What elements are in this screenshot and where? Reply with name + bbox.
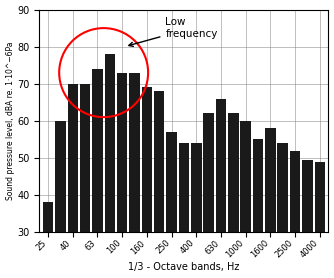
- Bar: [55, 121, 66, 278]
- Bar: [117, 73, 128, 278]
- Bar: [253, 139, 263, 278]
- Bar: [43, 202, 53, 278]
- Bar: [166, 132, 177, 278]
- Bar: [105, 54, 115, 278]
- Bar: [240, 121, 251, 278]
- Bar: [142, 88, 152, 278]
- Bar: [92, 69, 103, 278]
- Bar: [302, 160, 313, 278]
- Bar: [278, 143, 288, 278]
- Y-axis label: Sound pressure level, dBA re. 1·10^−6Pa: Sound pressure level, dBA re. 1·10^−6Pa: [6, 42, 15, 200]
- Bar: [80, 84, 91, 278]
- Bar: [228, 113, 238, 278]
- Bar: [129, 73, 140, 278]
- Bar: [191, 143, 201, 278]
- Bar: [216, 99, 226, 278]
- Bar: [315, 162, 325, 278]
- Bar: [290, 150, 300, 278]
- X-axis label: 1/3 - Octave bands, Hz: 1/3 - Octave bands, Hz: [128, 262, 239, 272]
- Bar: [179, 143, 189, 278]
- Bar: [203, 113, 214, 278]
- Bar: [67, 84, 78, 278]
- Bar: [265, 128, 276, 278]
- Text: Low
frequency: Low frequency: [129, 17, 218, 46]
- Bar: [154, 91, 164, 278]
